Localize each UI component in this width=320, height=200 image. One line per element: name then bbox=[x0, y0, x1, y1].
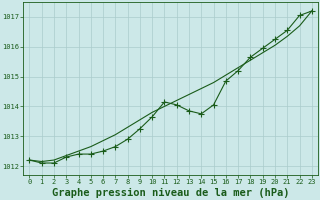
X-axis label: Graphe pression niveau de la mer (hPa): Graphe pression niveau de la mer (hPa) bbox=[52, 188, 289, 198]
